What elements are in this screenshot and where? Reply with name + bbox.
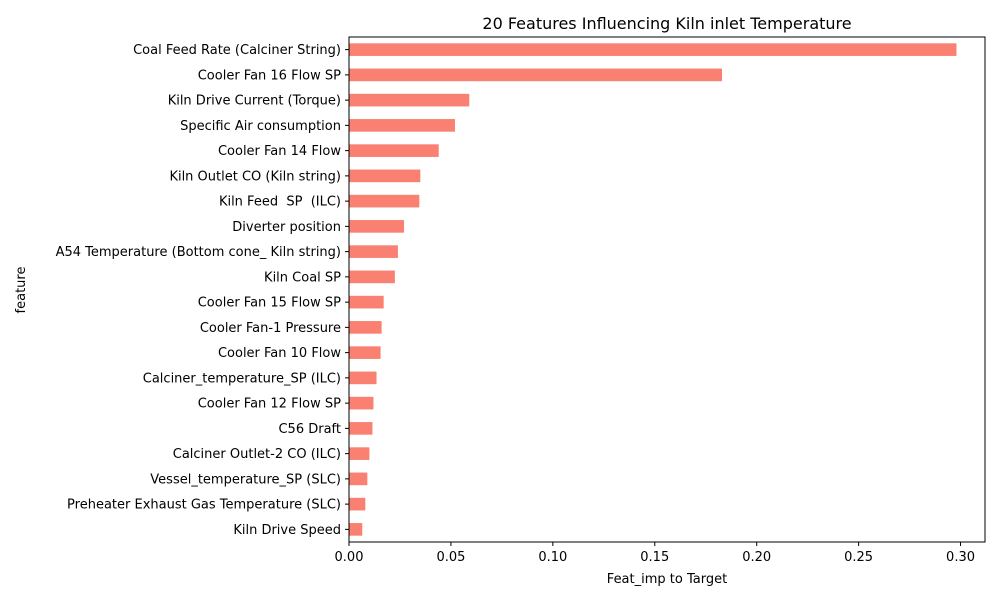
bar [349, 346, 381, 359]
x-tick-label: 0.15 [640, 550, 669, 565]
y-tick-label: Kiln Drive Speed [233, 523, 341, 538]
chart-title: 20 Features Influencing Kiln inlet Tempe… [482, 14, 851, 33]
bar [349, 472, 368, 486]
x-tick-label: 0.00 [335, 550, 364, 565]
y-tick-label: Cooler Fan 15 Flow SP [198, 296, 341, 311]
y-tick-label: Cooler Fan 14 Flow [218, 144, 341, 159]
y-tick-label: Kiln Drive Current (Torque) [168, 94, 341, 109]
y-tick-label: Cooler Fan 16 Flow SP [198, 68, 341, 83]
y-tick-label: Cooler Fan 12 Flow SP [198, 397, 341, 412]
bar [349, 220, 405, 233]
bar [349, 321, 382, 334]
bar [349, 523, 363, 536]
y-tick-label: Calciner Outlet-2 CO (ILC) [173, 447, 341, 462]
y-tick-label: C56 Draft [278, 422, 341, 437]
y-tick-label: Vessel_temperature_SP (SLC) [150, 472, 341, 487]
y-tick-label: Calciner_temperature_SP (ILC) [143, 371, 341, 386]
y-axis-label: feature [14, 267, 29, 314]
bar [349, 371, 377, 385]
y-tick-label: A54 Temperature (Bottom cone_ Kiln strin… [56, 245, 341, 260]
bar [349, 497, 366, 511]
y-tick-label: Cooler Fan-1 Pressure [200, 321, 341, 336]
bar [349, 194, 420, 208]
y-tick-labels: Coal Feed Rate (Calciner String) Cooler F… [56, 43, 349, 538]
x-tick-label: 0.30 [946, 550, 975, 565]
bar [349, 68, 723, 82]
bar [349, 396, 374, 410]
bar [349, 270, 395, 284]
bar [349, 422, 373, 435]
y-tick-label: Diverter position [232, 220, 341, 235]
bar [349, 93, 470, 107]
bar [349, 295, 384, 309]
bar [349, 169, 421, 183]
y-tick-label: Cooler Fan 10 Flow [218, 346, 341, 361]
x-ticks: 0.00 0.05 0.10 0.15 0.20 0.25 0.30 [335, 542, 975, 565]
y-tick-label: Preheater Exhaust Gas Temperature (SLC) [67, 498, 341, 513]
bars-group [349, 43, 957, 536]
y-tick-label: Specific Air consumption [180, 119, 341, 134]
x-tick-label: 0.25 [844, 550, 873, 565]
bar [349, 43, 957, 56]
bar [349, 144, 439, 157]
y-tick-label: Kiln Outlet CO (Kiln string) [169, 169, 341, 184]
y-tick-label: Kiln Feed SP (ILC) [219, 195, 341, 210]
plot-frame [348, 36, 986, 543]
y-tick-label: Kiln Coal SP [264, 270, 341, 285]
x-axis-label: Feat_imp to Target [607, 572, 727, 587]
bar [349, 119, 455, 132]
bar [349, 245, 398, 258]
y-tick-label: Coal Feed Rate (Calciner String) [133, 43, 341, 58]
x-tick-label: 0.05 [436, 550, 465, 565]
x-tick-label: 0.20 [742, 550, 771, 565]
x-tick-label: 0.10 [538, 550, 567, 565]
bar [349, 447, 370, 460]
